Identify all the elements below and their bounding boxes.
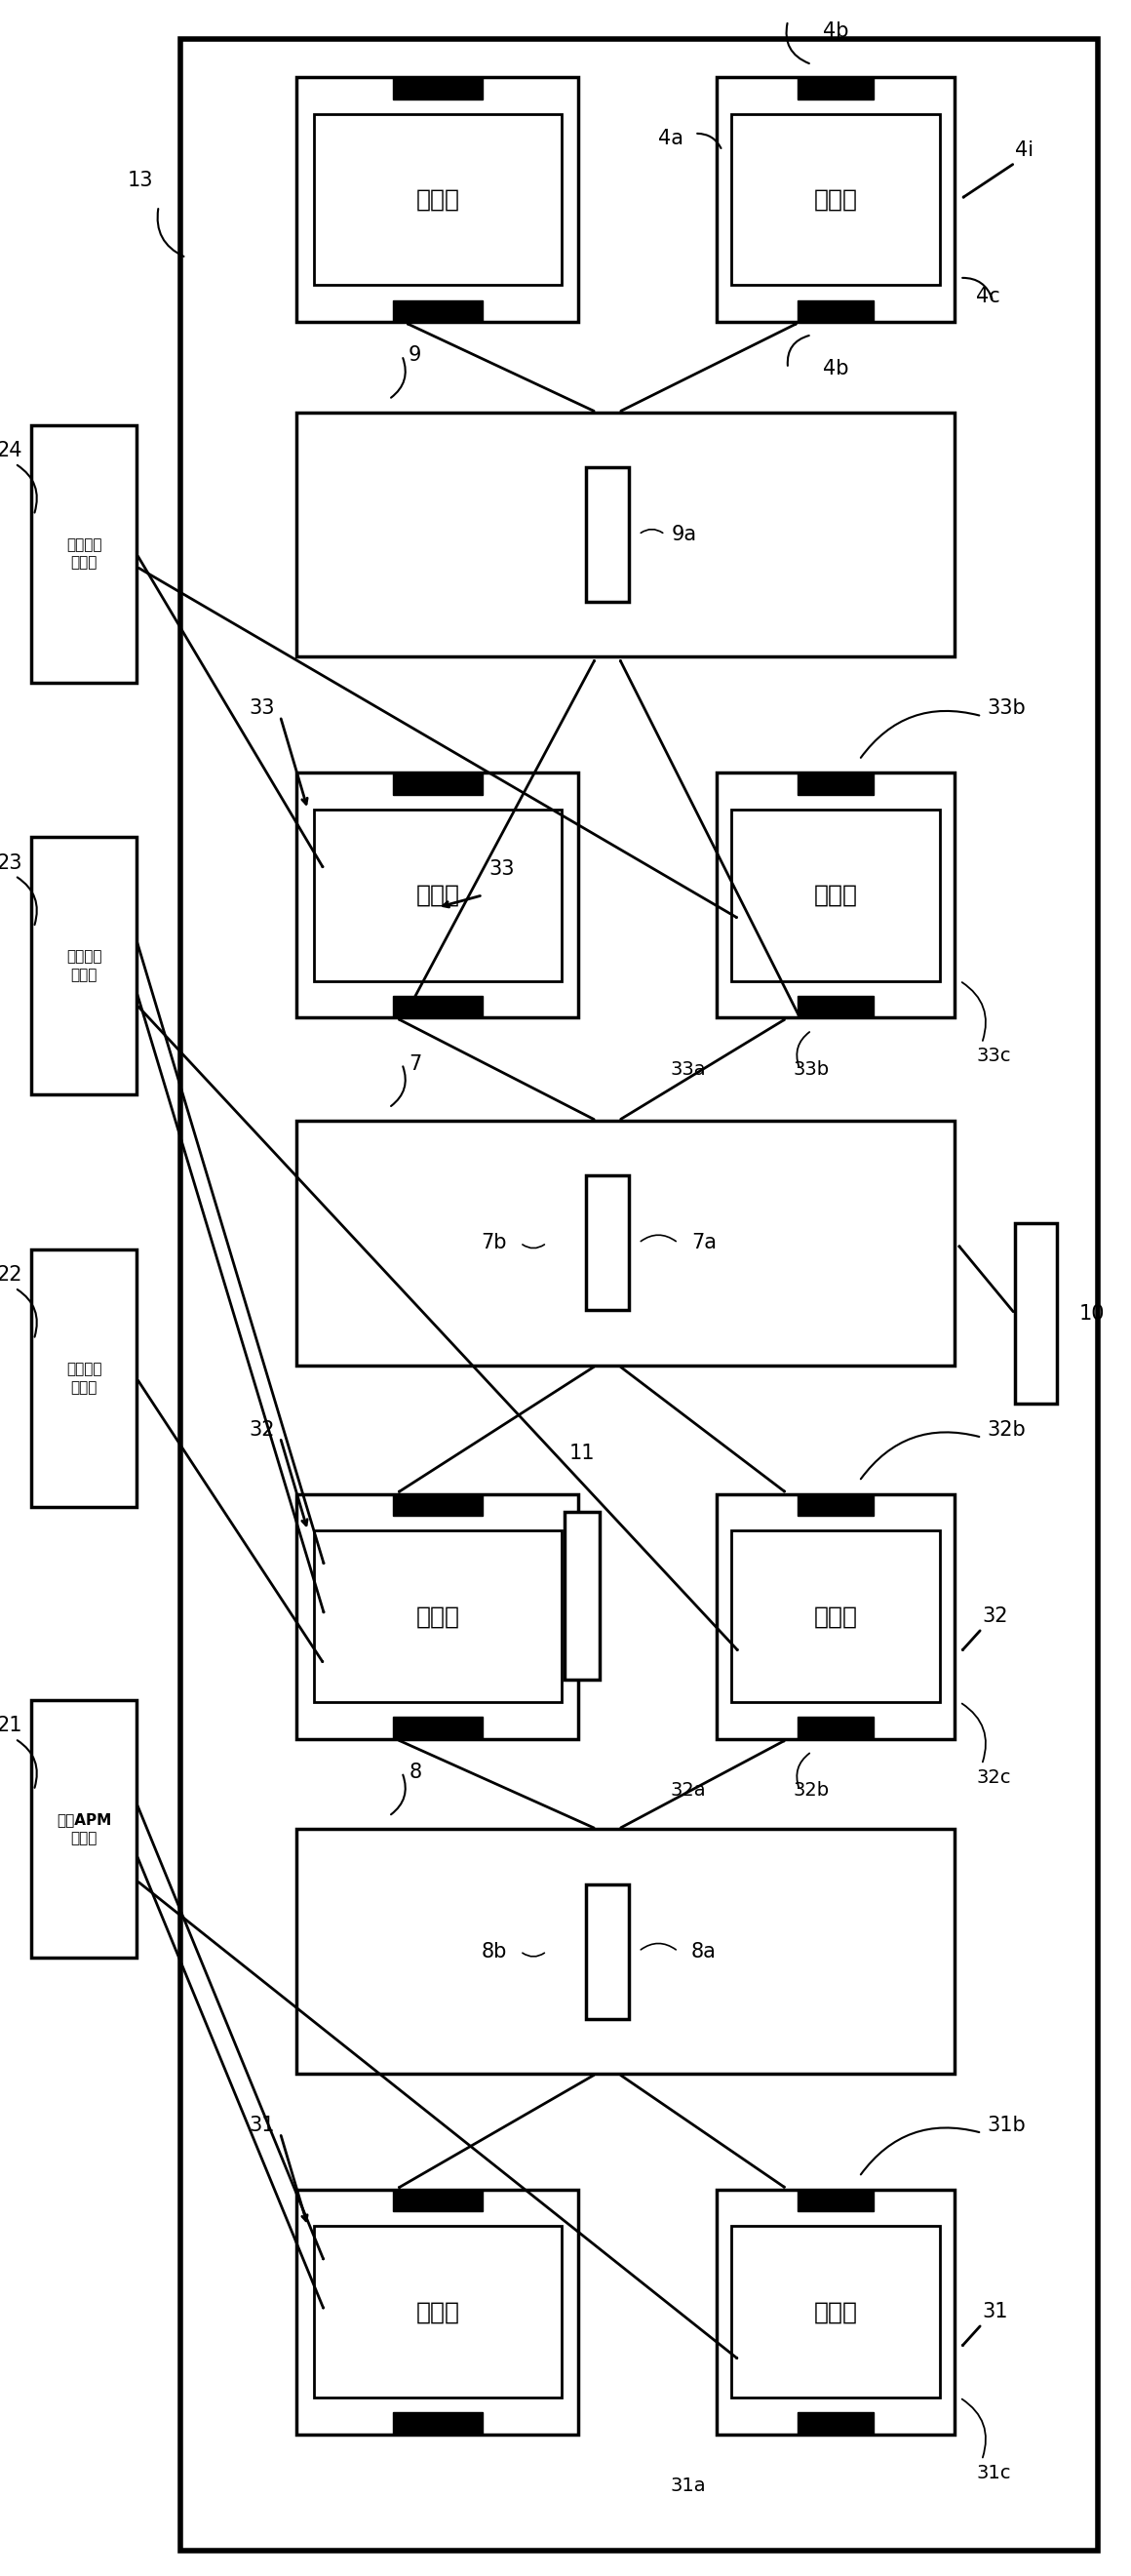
Bar (797, 2411, 873, 2434)
Text: 32: 32 (982, 1607, 1008, 1625)
Text: 32a: 32a (670, 1780, 706, 1801)
Bar (586, 1175, 629, 1311)
Text: 9: 9 (408, 345, 422, 366)
Bar (296, 77, 579, 322)
Text: 高温硫酸
供给源: 高温硫酸 供给源 (67, 951, 102, 981)
Bar (296, 2190, 579, 2434)
Bar (717, 1494, 955, 1739)
Text: 32: 32 (249, 1419, 275, 1440)
Bar (313, 2226, 562, 2398)
Text: 清洗部: 清洗部 (813, 884, 857, 907)
Text: 31: 31 (249, 2115, 275, 2136)
Text: 33a: 33a (670, 1059, 706, 1079)
Bar (717, 2190, 955, 2434)
Text: 32b: 32b (987, 1419, 1026, 1440)
Text: 7: 7 (408, 1054, 422, 1074)
Text: 33: 33 (249, 698, 275, 719)
Bar (392, 773, 483, 796)
Text: 33c: 33c (976, 1046, 1011, 1066)
Bar (731, 2226, 940, 2398)
Text: 高温APM
供给源: 高温APM 供给源 (57, 1814, 112, 1844)
Text: 10: 10 (1079, 1303, 1105, 1324)
Text: 32b: 32b (794, 1780, 830, 1801)
Bar (181, 39, 1098, 2550)
Bar (731, 809, 940, 981)
Text: 8a: 8a (691, 1942, 716, 1960)
Text: 22: 22 (0, 1265, 23, 1285)
Bar (797, 994, 873, 1018)
Text: 7b: 7b (481, 1234, 507, 1252)
Text: 33b: 33b (987, 698, 1026, 719)
Bar (392, 994, 483, 1018)
Text: 高温纯水
供给源: 高温纯水 供给源 (67, 538, 102, 569)
Text: 31a: 31a (670, 2476, 706, 2496)
Text: 过氧化氢
供给源: 过氧化氢 供给源 (67, 1363, 102, 1394)
Bar (797, 773, 873, 796)
Text: 31: 31 (982, 2303, 1008, 2321)
Text: 干燥部: 干燥部 (813, 188, 857, 211)
Text: 清洗部: 清洗部 (813, 2300, 857, 2324)
Bar (797, 1716, 873, 1739)
Bar (586, 1883, 629, 2020)
Bar (717, 77, 955, 322)
Bar (32, 1249, 137, 1507)
Bar (392, 299, 483, 322)
Text: 11: 11 (569, 1443, 595, 1463)
Text: 31b: 31b (987, 2115, 1026, 2136)
Bar (564, 1512, 599, 1680)
Text: 4c: 4c (976, 286, 1001, 307)
Text: 4i: 4i (1015, 142, 1034, 160)
Bar (296, 1829, 955, 2074)
Text: 4b: 4b (822, 21, 848, 41)
Bar (296, 1494, 579, 1739)
Text: 32c: 32c (976, 1767, 1011, 1788)
Bar (296, 773, 579, 1018)
Bar (296, 412, 955, 657)
Text: 干燥部: 干燥部 (416, 188, 459, 211)
Text: 13: 13 (128, 170, 153, 191)
Bar (731, 113, 940, 286)
Text: 清洗部: 清洗部 (813, 1605, 857, 1628)
Bar (717, 773, 955, 1018)
Text: 清洗部: 清洗部 (416, 884, 459, 907)
Text: 23: 23 (0, 853, 23, 873)
Bar (392, 1716, 483, 1739)
Text: 清洗部: 清洗部 (416, 1605, 459, 1628)
Text: 24: 24 (0, 440, 23, 461)
Bar (32, 425, 137, 683)
Text: 4a: 4a (658, 129, 683, 149)
Text: 21: 21 (0, 1716, 23, 1736)
Bar (32, 1700, 137, 1958)
Bar (586, 466, 629, 603)
Bar (797, 2190, 873, 2213)
Bar (797, 77, 873, 100)
Text: 33: 33 (489, 860, 515, 878)
Text: 清洗部: 清洗部 (416, 2300, 459, 2324)
Text: 8: 8 (408, 1762, 422, 1783)
Bar (392, 77, 483, 100)
Bar (32, 837, 137, 1095)
Text: 7a: 7a (691, 1234, 717, 1252)
Bar (313, 809, 562, 981)
Bar (296, 1121, 955, 1365)
Text: 31c: 31c (976, 2463, 1011, 2483)
Bar (313, 113, 562, 286)
Bar (797, 299, 873, 322)
Text: 4b: 4b (822, 358, 848, 379)
Bar (392, 2190, 483, 2213)
Bar (313, 1530, 562, 1703)
Text: 9a: 9a (672, 526, 697, 544)
Bar (797, 1494, 873, 1517)
Text: 8b: 8b (481, 1942, 507, 1960)
Text: 33b: 33b (794, 1059, 830, 1079)
Bar (392, 2411, 483, 2434)
Bar (1015, 1224, 1057, 1404)
Bar (392, 1494, 483, 1517)
Bar (731, 1530, 940, 1703)
